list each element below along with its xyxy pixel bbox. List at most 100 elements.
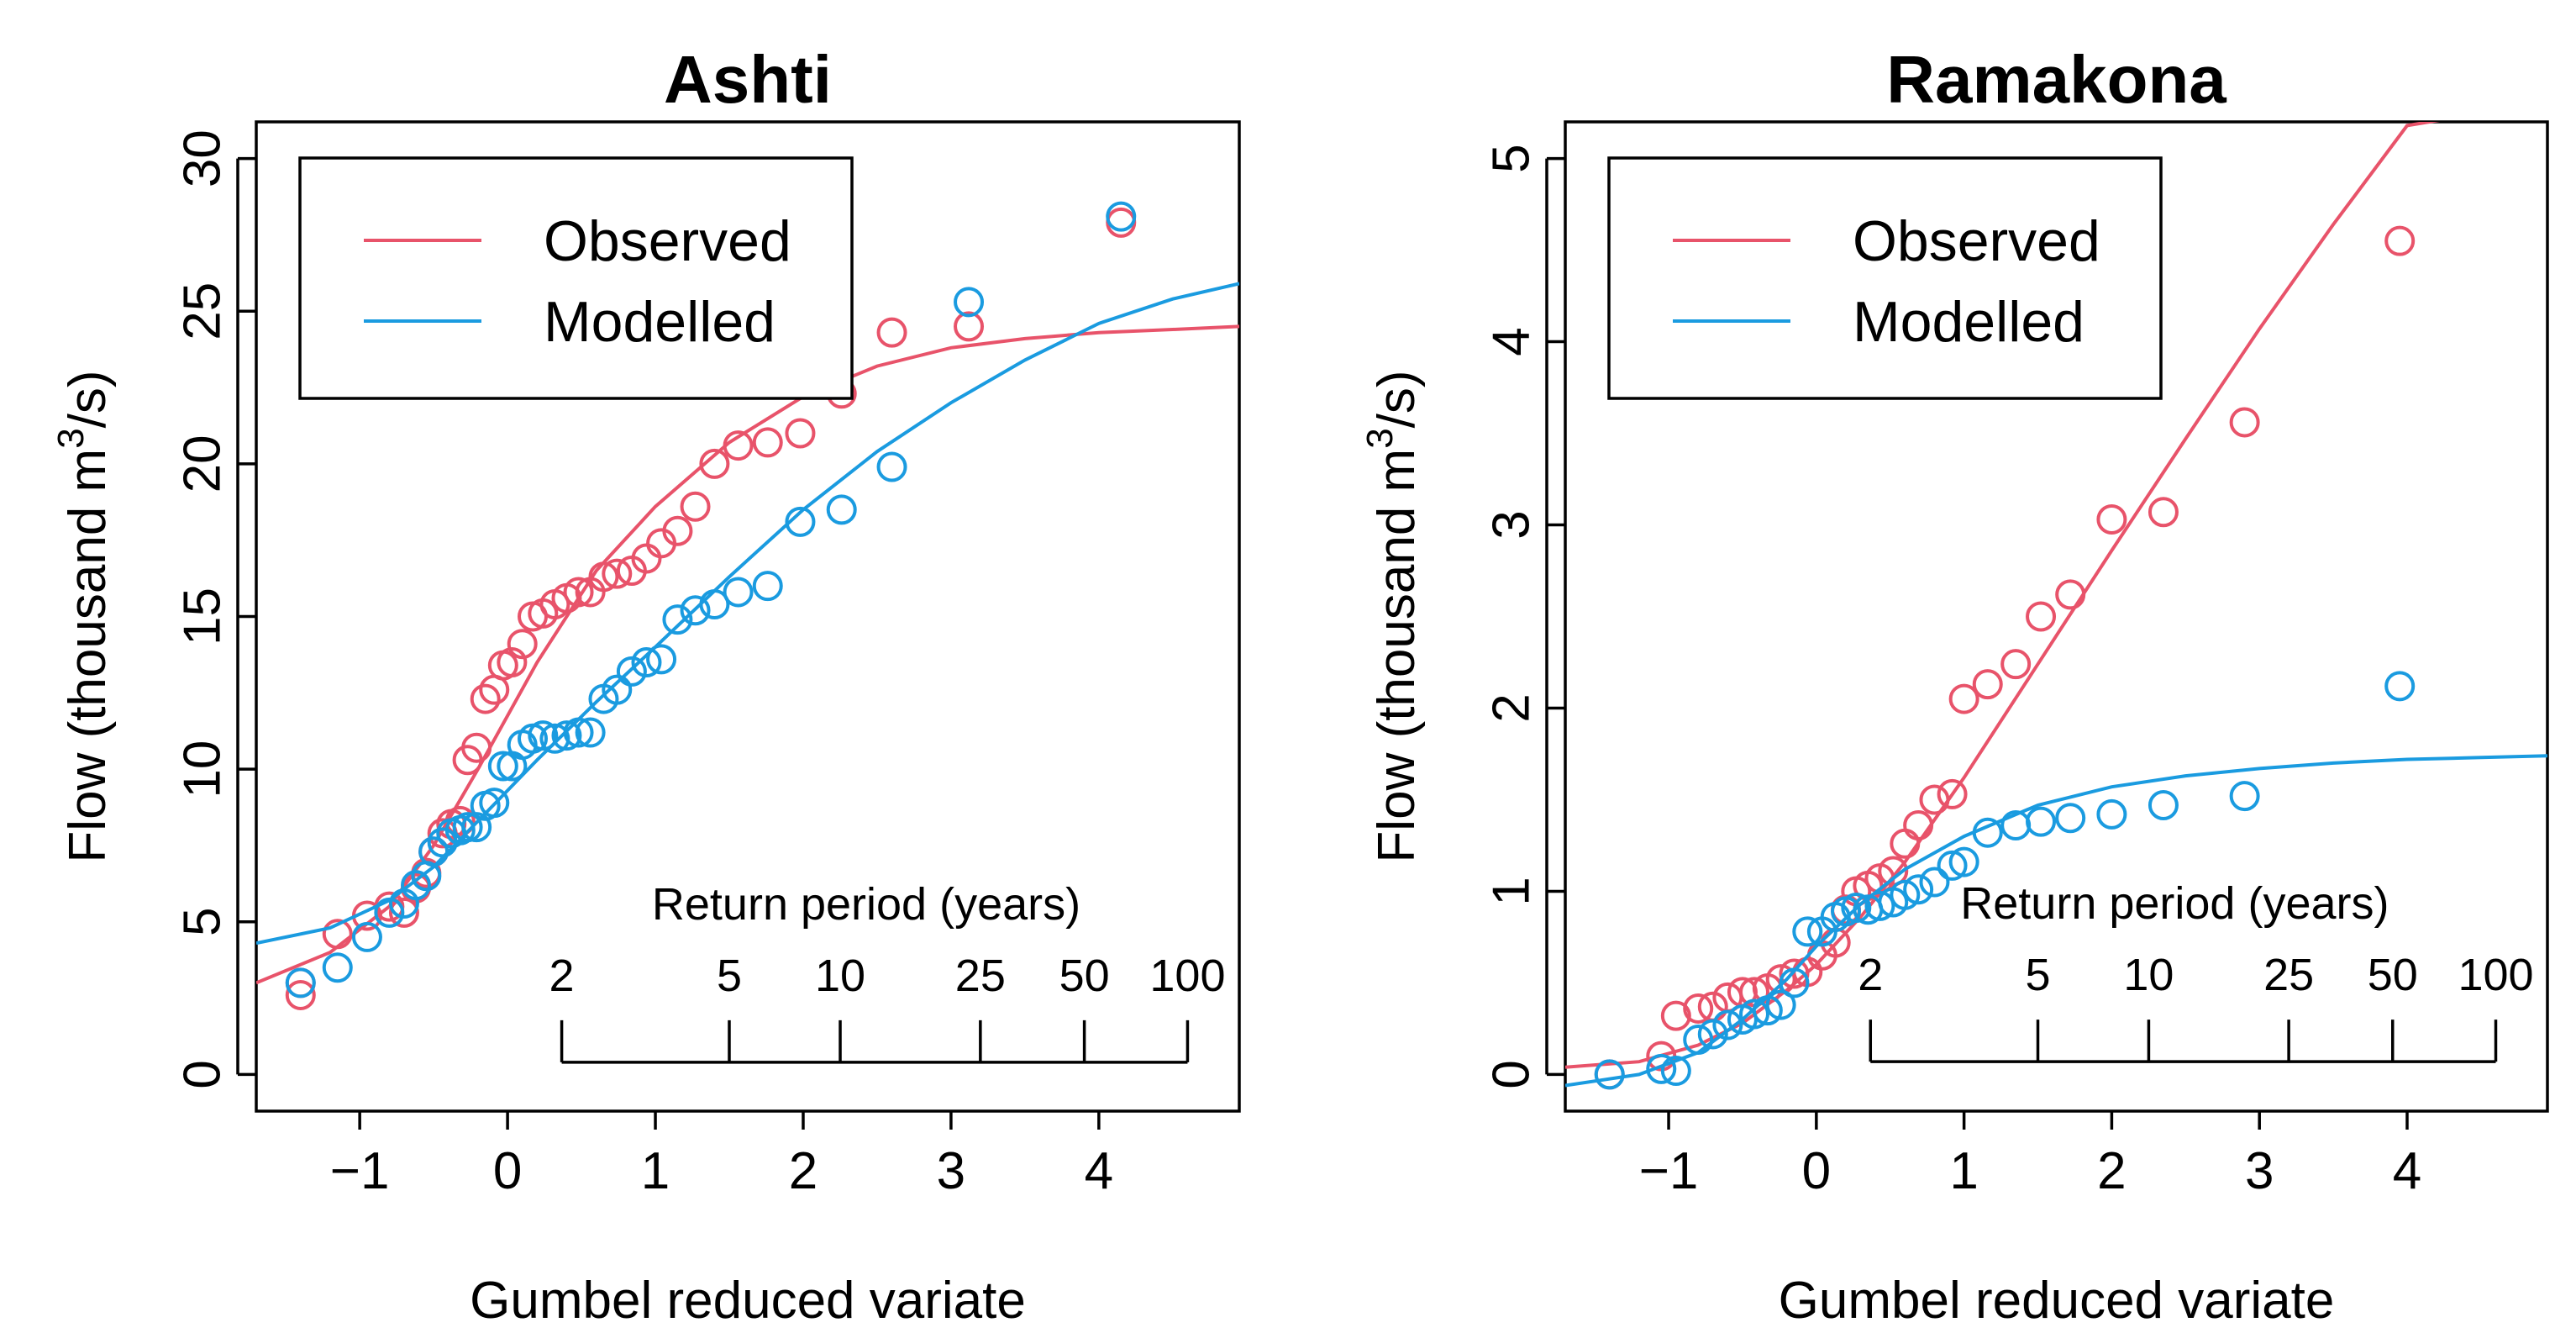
data-point bbox=[785, 506, 816, 537]
data-point bbox=[876, 317, 907, 348]
x-tick-label: 0 bbox=[493, 1142, 522, 1200]
data-point bbox=[616, 656, 647, 687]
data-point bbox=[1712, 1009, 1743, 1041]
data-point bbox=[954, 311, 985, 342]
return-period-label: 50 bbox=[2368, 950, 2418, 1000]
data-point bbox=[2229, 407, 2260, 438]
chart-title: Ramakona bbox=[1886, 42, 2226, 117]
data-point bbox=[1937, 850, 1968, 881]
y-axis: 0 1 2 3 4 5 bbox=[1482, 144, 1565, 1089]
x-tick-label: 3 bbox=[937, 1142, 965, 1200]
return-period-label: 100 bbox=[2458, 950, 2533, 1000]
data-point bbox=[723, 430, 754, 461]
y-tick-label: 3 bbox=[1482, 510, 1540, 539]
data-point bbox=[1739, 998, 1770, 1030]
data-point bbox=[1937, 778, 1968, 809]
return-period-label: 5 bbox=[717, 951, 742, 1001]
data-point bbox=[662, 604, 693, 635]
data-point bbox=[1864, 890, 1895, 921]
data-point bbox=[723, 577, 754, 608]
data-point bbox=[374, 897, 405, 928]
data-point bbox=[752, 571, 783, 602]
x-tick-label: 1 bbox=[641, 1142, 670, 1200]
return-period-title: Return period (years) bbox=[652, 879, 1080, 930]
data-point bbox=[1919, 867, 1950, 898]
data-point bbox=[588, 561, 619, 593]
data-point bbox=[602, 558, 633, 589]
data-point bbox=[876, 451, 907, 482]
panel-ashti: Ashti −1 0 1 2 3 4 Gumbel reduced variate 0 5 10 15… bbox=[50, 42, 1241, 1330]
data-point bbox=[1890, 828, 1921, 859]
data-point bbox=[646, 644, 677, 675]
data-point bbox=[1841, 893, 1872, 924]
return-period-label: 50 bbox=[1059, 951, 1110, 1001]
data-point bbox=[563, 717, 594, 748]
data-point bbox=[752, 427, 783, 458]
x-tick-label: 1 bbox=[1949, 1142, 1978, 1200]
data-point bbox=[1646, 1053, 1677, 1084]
return-period-label: 2 bbox=[1858, 950, 1883, 1000]
return-period-title: Return period (years) bbox=[1960, 878, 2389, 929]
return-period-label: 10 bbox=[815, 951, 865, 1001]
data-point bbox=[699, 448, 730, 479]
data-point bbox=[497, 646, 528, 677]
y-tick-label: 0 bbox=[173, 1060, 231, 1088]
x-tick-label: 0 bbox=[1802, 1142, 1831, 1200]
data-point bbox=[2026, 601, 2057, 632]
data-point bbox=[680, 595, 711, 626]
data-point bbox=[2055, 803, 2086, 834]
data-point bbox=[1660, 1000, 1691, 1031]
data-point bbox=[1903, 809, 1934, 840]
data-point bbox=[388, 897, 419, 928]
data-point bbox=[1948, 683, 1979, 714]
data-point bbox=[1878, 856, 1909, 887]
series-curve bbox=[1565, 754, 2547, 1088]
data-point bbox=[954, 287, 985, 318]
data-point bbox=[1972, 817, 2003, 848]
legend-entry: Modelled bbox=[1853, 290, 2084, 354]
data-point bbox=[785, 418, 816, 449]
data-point bbox=[1779, 967, 1810, 998]
legend-box bbox=[298, 156, 854, 400]
x-tick-label: 4 bbox=[2393, 1142, 2421, 1200]
data-point bbox=[631, 646, 662, 677]
y-tick-label: 5 bbox=[1482, 144, 1540, 172]
data-point bbox=[2229, 781, 2260, 812]
return-period-label: 25 bbox=[955, 951, 1006, 1001]
x-tick-label: −1 bbox=[330, 1142, 390, 1200]
data-point bbox=[1660, 1056, 1691, 1087]
y-tick-label: 10 bbox=[173, 740, 231, 798]
y-tick-label: 25 bbox=[173, 282, 231, 340]
legend-entry: Observed bbox=[1853, 209, 2100, 273]
data-point bbox=[351, 921, 382, 952]
data-point bbox=[1890, 879, 1921, 910]
data-point bbox=[285, 967, 316, 998]
data-point bbox=[662, 515, 693, 546]
y-tick-label: 30 bbox=[173, 129, 231, 187]
data-point bbox=[487, 751, 518, 782]
data-point bbox=[1972, 669, 2003, 700]
data-point bbox=[575, 717, 606, 748]
x-axis: −1 0 1 2 3 4 bbox=[1639, 1111, 2421, 1200]
data-point bbox=[1683, 993, 1714, 1024]
y-tick-label: 4 bbox=[1482, 327, 1540, 356]
legend: Observed Modelled bbox=[1607, 156, 2163, 400]
chart-title: Ashti bbox=[664, 42, 832, 117]
data-point bbox=[1594, 1059, 1625, 1090]
data-point bbox=[699, 588, 730, 619]
data-point bbox=[528, 720, 559, 751]
y-tick-label: 1 bbox=[1482, 877, 1540, 905]
data-point bbox=[1697, 1019, 1728, 1050]
data-point bbox=[285, 979, 316, 1010]
x-axis-label: Gumbel reduced variate bbox=[470, 1272, 1026, 1330]
data-point bbox=[401, 870, 432, 901]
data-point bbox=[2384, 225, 2416, 256]
data-point bbox=[479, 788, 510, 819]
data-point bbox=[1903, 874, 1934, 905]
series-modelled bbox=[256, 201, 1239, 998]
x-tick-label: 2 bbox=[789, 1142, 817, 1200]
data-point bbox=[1106, 207, 1137, 238]
